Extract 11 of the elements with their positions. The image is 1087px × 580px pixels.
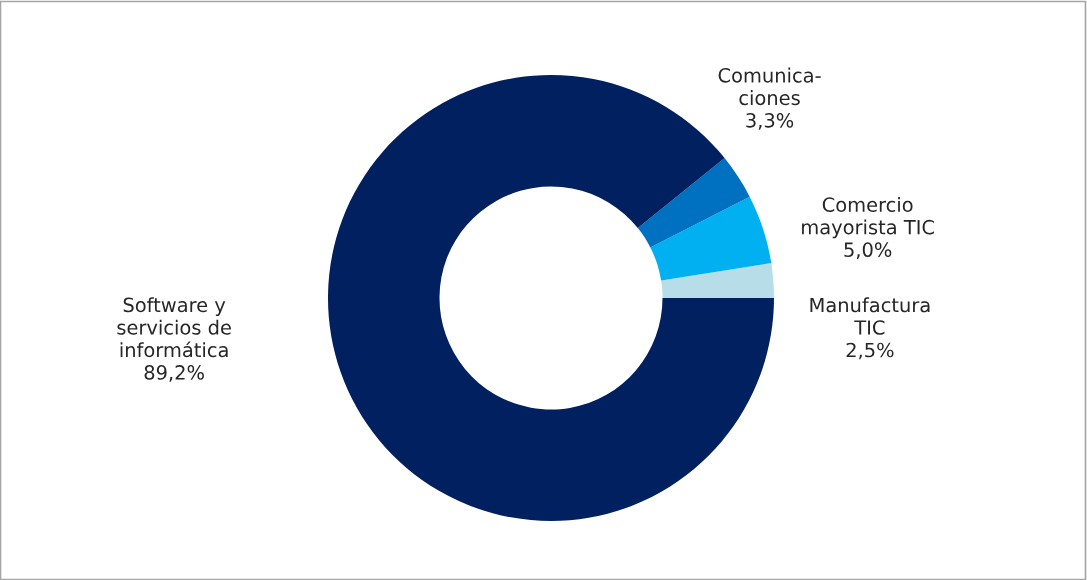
slice-label: Comunica- ciones bbox=[718, 67, 821, 106]
donut-slice bbox=[637, 158, 750, 248]
slice-label: Software y servicios de informática bbox=[117, 297, 231, 358]
data-label: 89,2% bbox=[144, 365, 204, 382]
donut-slice bbox=[661, 263, 774, 298]
slice-label: Comercio mayorista TIC bbox=[802, 196, 934, 239]
data-label: 3,3% bbox=[746, 112, 794, 130]
donut-slice bbox=[650, 196, 772, 281]
data-label: 5,0% bbox=[844, 242, 892, 260]
data-label: 2,5% bbox=[846, 342, 894, 360]
slice-label: Manufactura TIC bbox=[810, 297, 930, 335]
